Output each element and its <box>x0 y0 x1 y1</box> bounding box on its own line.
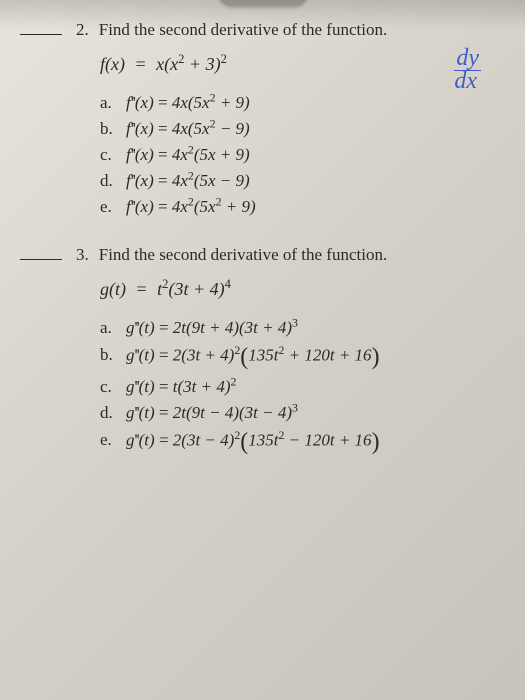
q3-choices: a. g''(t) = 2t(9t + 4)(3t + 4)3 b. g''(t… <box>100 318 495 456</box>
choice-label: e. <box>100 430 126 450</box>
q2-rhs-a: x(x <box>156 54 178 74</box>
q3-formula: g(t) = t2(3t + 4)4 <box>100 279 495 300</box>
choice-label: b. <box>100 119 126 139</box>
choice-math: g''(t) = 2t(9t − 4)(3t − 4)3 <box>126 403 298 423</box>
exp: 4 <box>225 277 231 291</box>
exp: 2 <box>221 52 227 66</box>
choice-math: f''(x) = 4x2(5x − 9) <box>126 171 250 191</box>
choice-e[interactable]: e. g''(t) = 2(3t − 4)2(135t2 − 120t + 16… <box>100 429 495 456</box>
top-shadow <box>0 0 525 30</box>
choice-math: f''(x) = 4x(5x2 + 9) <box>126 93 250 113</box>
choice-d[interactable]: d. g''(t) = 2t(9t − 4)(3t − 4)3 <box>100 403 495 423</box>
choice-label: c. <box>100 145 126 165</box>
question-3: 3. Find the second derivative of the fun… <box>20 245 495 456</box>
choice-label: a. <box>100 318 126 338</box>
q2-rhs-b: + 3) <box>184 54 220 74</box>
choice-math: f''(x) = 4x2(5x + 9) <box>126 145 250 165</box>
choice-label: a. <box>100 93 126 113</box>
choice-math: f''(x) = 4x2(5x2 + 9) <box>126 197 256 217</box>
q3-number: 3. <box>76 245 89 265</box>
choice-a[interactable]: a. f''(x) = 4x(5x2 + 9) <box>100 93 495 113</box>
q3-prompt: Find the second derivative of the functi… <box>99 245 387 265</box>
choice-label: e. <box>100 197 126 217</box>
choice-b[interactable]: b. g''(t) = 2(3t + 4)2(135t2 + 120t + 16… <box>100 344 495 371</box>
choice-d[interactable]: d. f''(x) = 4x2(5x − 9) <box>100 171 495 191</box>
q2-lhs: f(x) <box>100 54 125 74</box>
choice-math: g''(t) = 2(3t + 4)2(135t2 + 120t + 16) <box>126 344 380 371</box>
answer-blank[interactable] <box>20 246 62 260</box>
choice-label: c. <box>100 377 126 397</box>
choice-math: g''(t) = 2t(9t + 4)(3t + 4)3 <box>126 318 298 338</box>
choice-b[interactable]: b. f''(x) = 4x(5x2 − 9) <box>100 119 495 139</box>
choice-a[interactable]: a. g''(t) = 2t(9t + 4)(3t + 4)3 <box>100 318 495 338</box>
q2-choices: a. f''(x) = 4x(5x2 + 9) b. f''(x) = 4x(5… <box>100 93 495 217</box>
choice-label: d. <box>100 403 126 423</box>
worksheet-page: dy dx 2. Find the second derivative of t… <box>0 0 525 700</box>
eq: = <box>129 54 151 74</box>
choice-label: b. <box>100 345 126 365</box>
question-2: 2. Find the second derivative of the fun… <box>20 20 495 217</box>
choice-e[interactable]: e. f''(x) = 4x2(5x2 + 9) <box>100 197 495 217</box>
q3-lhs: g(t) <box>100 279 126 299</box>
choice-math: f''(x) = 4x(5x2 − 9) <box>126 119 250 139</box>
eq: = <box>131 279 153 299</box>
choice-label: d. <box>100 171 126 191</box>
choice-math: g''(t) = 2(3t − 4)2(135t2 − 120t + 16) <box>126 429 380 456</box>
choice-c[interactable]: c. f''(x) = 4x2(5x + 9) <box>100 145 495 165</box>
choice-c[interactable]: c. g''(t) = t(3t + 4)2 <box>100 377 495 397</box>
choice-math: g''(t) = t(3t + 4)2 <box>126 377 236 397</box>
q3-header: 3. Find the second derivative of the fun… <box>20 245 495 265</box>
q3-rhs-b: (3t + 4) <box>168 279 224 299</box>
q2-formula: f(x) = x(x2 + 3)2 <box>100 54 495 75</box>
